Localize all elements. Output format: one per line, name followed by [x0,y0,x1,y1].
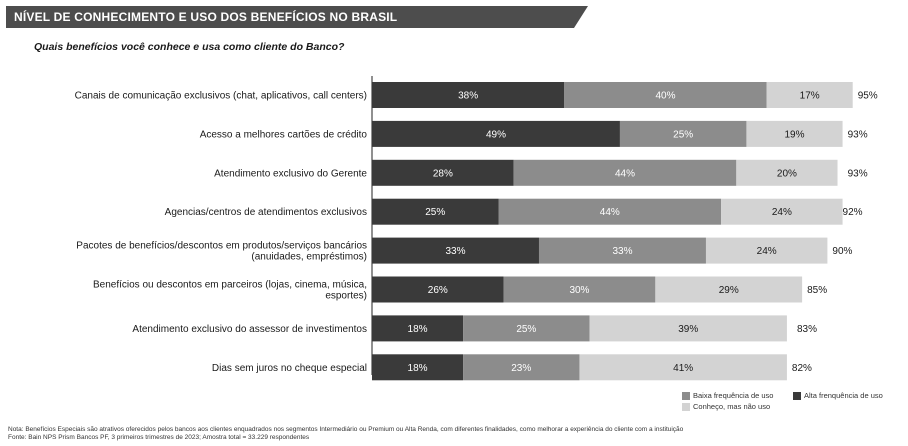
bar-segment-low [619,120,747,147]
data-label-low: 25% [673,129,693,140]
banner-shape [6,6,588,28]
stacked-bar-chart: Canais de comunicação exclusivos (chat, … [75,76,878,381]
legend-swatch-known [682,402,690,411]
total-label: 85% [807,285,827,296]
bar-segment-low [463,354,580,381]
bar-segment-known [589,315,787,342]
chart-subtitle: Quais benefícios você conhece e usa como… [34,41,345,53]
footnote: Nota: Benefícios Especiais são atrativos… [8,426,683,442]
total-label: 82% [792,363,812,374]
bar-segment-known [655,276,803,303]
data-label-high: 18% [408,363,428,374]
total-label: 83% [797,324,817,335]
data-label-known: 24% [757,246,777,257]
legend-label-low: Baixa frequência de uso [693,391,774,400]
bar-segment-high [372,354,464,381]
data-label-known: 41% [673,363,693,374]
bar-segment-high [372,276,504,303]
bar-segment-high [372,82,565,108]
category-label: esportes) [325,291,367,302]
data-label-known: 20% [777,168,797,179]
legend-item-high: Alta frenquência de uso [793,391,883,400]
data-label-known: 19% [785,129,805,140]
data-label-low: 40% [655,91,675,102]
category-label: Acesso a melhores cartões de crédito [200,129,368,140]
bar-segment-high [372,315,464,342]
data-label-known: 17% [800,91,820,102]
data-label-low: 44% [615,168,635,179]
footnote-source: Fonte: Bain NPS Prism Bancos PF, 3 prime… [8,434,310,441]
data-label-high: 49% [486,129,506,140]
category-label: Pacotes de benefícios/descontos em produ… [76,241,367,252]
category-label: Atendimento exclusivo do Gerente [214,168,367,179]
bar-segment-known [721,198,843,225]
legend-swatch-high [793,391,801,400]
legend-label-known: Conheço, mas não uso [693,402,771,411]
bar-segment-high [372,120,620,147]
data-label-high: 33% [445,246,465,257]
total-label: 93% [848,168,868,179]
chart-title: NÍVEL DE CONHECIMENTO E USO DOS BENEFÍCI… [14,10,398,24]
bar-segment-high [372,237,539,264]
bar-segment-known [746,120,843,147]
bar-segment-low [503,276,656,303]
bar-segment-low [498,198,722,225]
data-label-low: 23% [511,363,531,374]
category-label: Canais de comunicação exclusivos (chat, … [75,91,367,102]
total-label: 92% [843,207,863,218]
data-label-high: 28% [433,168,453,179]
category-label: Benefícios ou descontos em parceiros (lo… [93,280,367,291]
bar-segment-low [538,237,706,264]
title-banner: NÍVEL DE CONHECIMENTO E USO DOS BENEFÍCI… [6,6,588,28]
bar-segment-high [372,198,499,225]
data-label-low: 25% [516,324,536,335]
data-label-high: 18% [408,324,428,335]
legend-item-low: Baixa frequência de uso [682,391,773,400]
data-label-high: 26% [428,285,448,296]
data-label-known: 39% [678,324,698,335]
data-label-high: 25% [425,207,445,218]
legend-label-high: Alta frenquência de uso [804,391,883,400]
bar-segment-high [372,159,514,186]
data-label-low: 33% [612,246,632,257]
bar-segment-known [736,159,838,186]
legend-item-known: Conheço, mas não uso [682,402,770,411]
category-label: (anuidades, empréstimos) [251,252,367,263]
total-label: 93% [848,129,868,140]
bar-segment-known [579,354,787,381]
data-label-known: 29% [719,285,739,296]
total-label: 95% [858,91,878,102]
data-label-low: 44% [600,207,620,218]
data-label-high: 38% [458,91,478,102]
footnote-note: Nota: Benefícios Especiais são atrativos… [8,426,684,433]
category-label: Dias sem juros no cheque especial [212,363,367,374]
bar-segment-low [564,82,767,108]
category-label: Agencias/centros de atendimentos exclusi… [165,207,367,218]
total-label: 90% [832,246,852,257]
data-label-known: 24% [772,207,792,218]
bar-segment-low [513,159,737,186]
data-label-low: 30% [569,285,589,296]
legend-swatch-low [682,391,690,400]
bar-segment-low [463,315,590,342]
bar-segment-known [705,237,828,264]
bar-segment-known [766,82,853,108]
category-label: Atendimento exclusivo do assessor de inv… [132,324,367,335]
